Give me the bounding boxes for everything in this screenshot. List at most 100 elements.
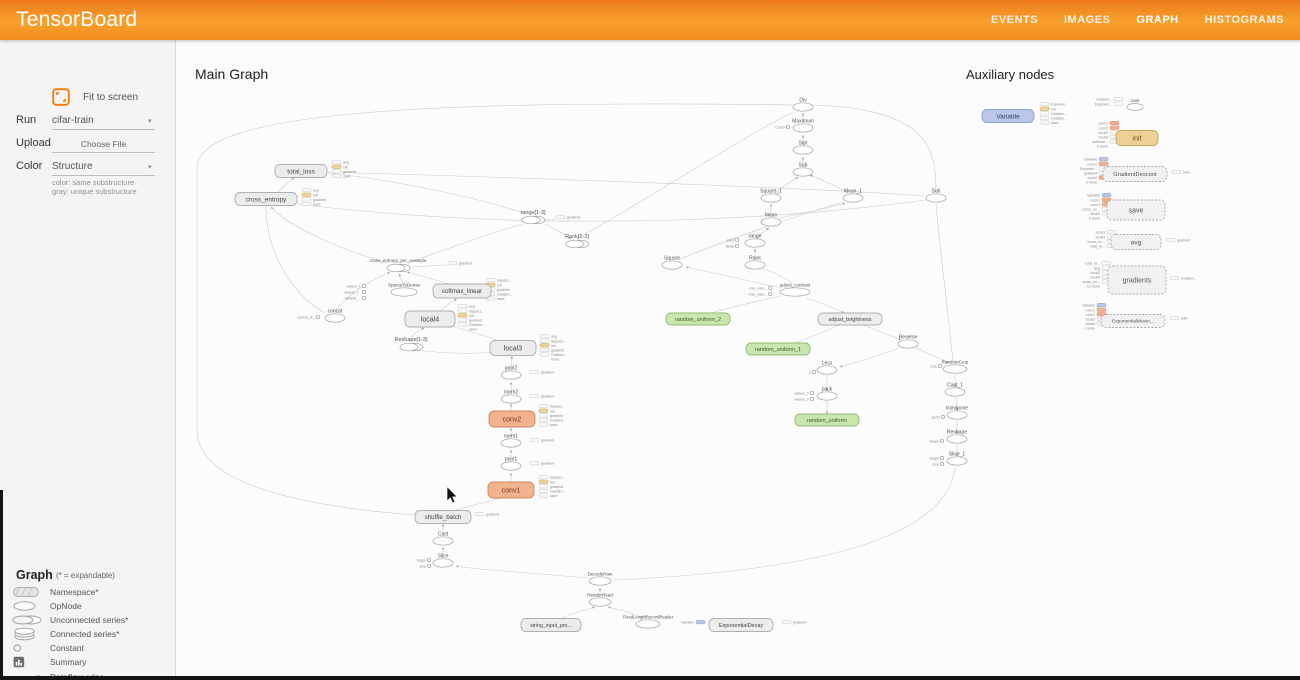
- const-nodes: Const start delta min_valu... max_valu...y va…: [297, 124, 946, 568]
- auxiliary-nodes-title: Auxiliary nodes: [966, 67, 1055, 82]
- graph-node-exp-moving[interactable]: ExponentialMovin...: [1100, 314, 1166, 328]
- fit-to-screen-button[interactable]: Fit to screen: [83, 92, 139, 103]
- sidebar: Fit to screen Run cifar-train ▾ Upload C…: [0, 40, 176, 680]
- svg-text:Rank[1-2]: Rank[1-2]: [565, 234, 589, 240]
- graph-node-random-uniform-2[interactable]: random_uniform_2: [665, 312, 731, 326]
- opnode-icon: [10, 599, 50, 613]
- unconnected-series-icon: [10, 613, 50, 627]
- svg-text:random_uniform_1: random_uniform_1: [755, 347, 801, 353]
- graph-node-gradients[interactable]: gradients: [1107, 265, 1167, 295]
- svg-text:save: save: [1129, 208, 1144, 215]
- graph-node-cross-entropy[interactable]: cross_entropy: [234, 192, 298, 206]
- svg-text:avg: avg: [469, 305, 475, 309]
- graph-node-slice-1[interactable]: Slice_1: [946, 451, 968, 466]
- graph-node-total-loss[interactable]: total_loss: [274, 164, 328, 178]
- graph-node-sqrt[interactable]: Sqrt: [792, 140, 814, 155]
- svg-text:3 more: 3 more: [1086, 181, 1097, 185]
- graph-node-random-crop[interactable]: RandomCrop: [942, 359, 969, 374]
- tab-events[interactable]: EVENTS: [990, 14, 1038, 26]
- graph-node-cepe[interactable]: cross_entropy_per_example: [370, 258, 427, 273]
- svg-text:Const: Const: [775, 125, 784, 129]
- graph-node-local4[interactable]: local4: [404, 310, 456, 328]
- graph-node-div[interactable]: Div: [792, 97, 814, 112]
- graph-node-conv2[interactable]: conv2: [488, 410, 536, 428]
- graph-node-square[interactable]: Square: [661, 255, 683, 270]
- svg-text:size: size: [930, 364, 936, 368]
- graph-node-cast-1[interactable]: Cast_1: [944, 382, 966, 397]
- svg-text:gradient: gradient: [793, 621, 806, 625]
- graph-node-sparse-to-dense[interactable]: SparseToDense: [388, 282, 421, 297]
- graph-node-norm1[interactable]: norm1: [500, 433, 522, 448]
- tab-histograms[interactable]: HISTOGRAMS: [1204, 14, 1284, 26]
- graph-node-norm2[interactable]: norm2: [500, 389, 522, 404]
- svg-text:conv1: conv1: [1090, 198, 1100, 202]
- graph-node-shuffle-batch[interactable]: shuffle_batch: [414, 510, 472, 524]
- graph-node-range13[interactable]: range[1-3]: [520, 210, 546, 225]
- graph-node-reverse[interactable]: Reverse: [897, 334, 919, 349]
- graph-node-square-1[interactable]: Square_1: [760, 188, 782, 203]
- graph-node-less[interactable]: Less: [816, 360, 838, 375]
- graph-node-local3[interactable]: local3: [489, 340, 537, 356]
- graph-node-gradient-descent[interactable]: GradientDescent: [1102, 166, 1168, 182]
- graph-node-sub-r[interactable]: Sub: [925, 188, 947, 203]
- graph-node-pack[interactable]: pack: [816, 386, 838, 401]
- run-select-value[interactable]: cifar-train: [52, 115, 94, 126]
- tab-graph[interactable]: GRAPH: [1136, 14, 1179, 26]
- graph-node-init[interactable]: init: [1115, 130, 1159, 146]
- tab-images[interactable]: IMAGES: [1064, 14, 1111, 26]
- color-caret-icon[interactable]: ▾: [148, 164, 152, 171]
- graph-node-pool1[interactable]: pool1: [500, 456, 522, 471]
- choose-file-button[interactable]: Choose File: [80, 139, 127, 149]
- svg-text:Gradien...: Gradien...: [469, 323, 485, 327]
- svg-text:norm2: norm2: [504, 389, 518, 395]
- fit-to-screen-icon[interactable]: [52, 88, 70, 106]
- svg-text:cross_en...: cross_en...: [1082, 280, 1100, 284]
- graph-node-string-input[interactable]: string_input_pro...: [520, 618, 582, 632]
- graph-node-rank12[interactable]: Rank[1-2]: [565, 234, 589, 249]
- graph-node-maximum[interactable]: Maximum: [792, 118, 814, 133]
- summary-icon: [10, 655, 50, 669]
- graph-node-reshape13[interactable]: Reshape[1-3]: [394, 337, 428, 352]
- graph-node-slice-op[interactable]: Slice: [432, 553, 454, 568]
- svg-text:shape: shape: [929, 439, 939, 443]
- graph-node-range-op[interactable]: range: [744, 233, 766, 248]
- graph-node-cast-aux[interactable]: cast: [1126, 98, 1144, 111]
- graph-node-mean-1[interactable]: Mean_1: [842, 188, 864, 203]
- graph-node-decode-raw[interactable]: DecodeRaw: [588, 571, 613, 586]
- graph-node-save[interactable]: save: [1106, 199, 1166, 221]
- svg-text:Mean_1: Mean_1: [844, 188, 862, 194]
- svg-text:start: start: [727, 238, 734, 242]
- graph-node-reshape-op[interactable]: Reshape: [946, 429, 968, 444]
- svg-text:pack: pack: [822, 386, 833, 392]
- graph-node-adjust-brightness[interactable]: adjust_brightness: [817, 312, 883, 326]
- graph-node-random-uniform-1[interactable]: random_uniform_1: [745, 342, 811, 356]
- svg-text:Gradien...: Gradien...: [551, 353, 567, 357]
- svg-text:init: init: [1051, 107, 1056, 111]
- graph-node-pool2[interactable]: pool2: [500, 365, 522, 380]
- graph-node-concat[interactable]: concat: [324, 308, 346, 323]
- graph-node-fixed-length[interactable]: FixedLengthRecordReader: [623, 614, 674, 629]
- run-caret-icon[interactable]: ▾: [148, 118, 152, 125]
- svg-text:total_lo...: total_lo...: [1090, 245, 1105, 249]
- graph-node-mean[interactable]: Mean: [760, 212, 782, 227]
- graph-node-transpose[interactable]: transpose: [946, 405, 968, 420]
- graph-canvas[interactable]: Const start delta min_valu... max_valu...y va…: [175, 40, 1300, 680]
- graph-node-reader-read[interactable]: ReaderRead: [587, 592, 613, 607]
- svg-text:local4: local4: [421, 317, 439, 324]
- graph-node-conv1[interactable]: conv1: [487, 481, 535, 499]
- svg-text:local3: local3: [1096, 231, 1105, 235]
- graph-node-variable[interactable]: Variable: [981, 109, 1035, 123]
- graph-node-softmax-linear[interactable]: softmax_linear: [432, 283, 492, 299]
- graph-node-rank-op[interactable]: Rank: [744, 255, 766, 270]
- graph-node-sub[interactable]: Sub: [792, 162, 814, 177]
- svg-text:init: init: [550, 480, 555, 484]
- svg-text:Squeez...: Squeez...: [551, 339, 566, 343]
- graph-node-cast-op[interactable]: Cast: [432, 531, 454, 546]
- graph-node-avg[interactable]: avg: [1110, 234, 1162, 250]
- color-select-value[interactable]: Structure: [52, 161, 93, 172]
- graph-node-adjust-contrast[interactable]: adjust_contrast: [779, 282, 811, 297]
- graph-node-random-uniform[interactable]: random_uniform: [794, 413, 860, 427]
- graph-node-exponential-decay[interactable]: ExponentialDecay: [708, 618, 774, 632]
- legend-note: (* = expandable): [56, 571, 115, 580]
